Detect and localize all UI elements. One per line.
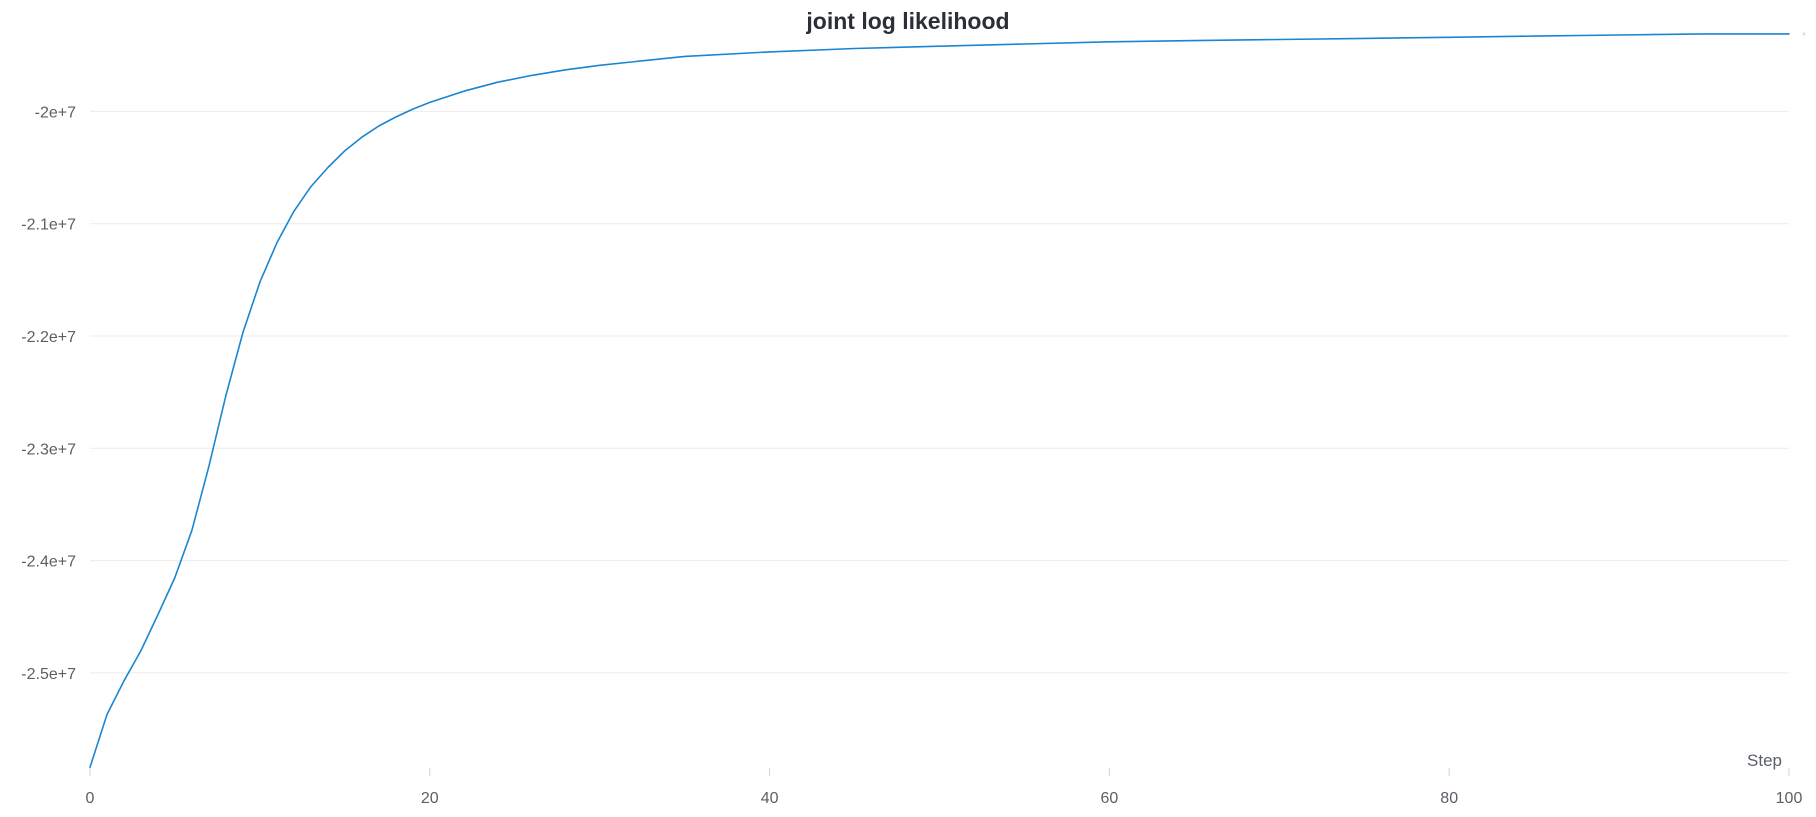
x-tick-label: 60: [1101, 790, 1119, 807]
y-tick-label: -2.1e+7: [21, 217, 76, 234]
x-tick-label: 20: [421, 790, 439, 807]
y-tick-label: -2.5e+7: [21, 666, 76, 683]
x-tick-label: 0: [86, 790, 95, 807]
y-tick-label: -2.4e+7: [21, 554, 76, 571]
x-axis-title: Step: [1747, 751, 1782, 770]
x-axis: 0 20 40 60 80 100: [86, 768, 1803, 807]
x-tick-label: 100: [1776, 790, 1803, 807]
x-tick-label: 80: [1440, 790, 1458, 807]
x-tick-label: 40: [761, 790, 779, 807]
y-axis: -2e+7 -2.1e+7 -2.2e+7 -2.3e+7 -2.4e+7 -2.5e+7: [21, 104, 76, 683]
series-layer: [89, 32, 1806, 769]
series-end-marker: [1802, 32, 1806, 36]
y-tick-label: -2.2e+7: [21, 329, 76, 346]
series-line: [89, 33, 1790, 769]
y-tick-label: -2e+7: [35, 104, 76, 121]
grid-layer: [90, 110, 1789, 674]
y-tick-label: -2.3e+7: [21, 441, 76, 458]
chart-title: joint log likelihood: [806, 8, 1010, 34]
